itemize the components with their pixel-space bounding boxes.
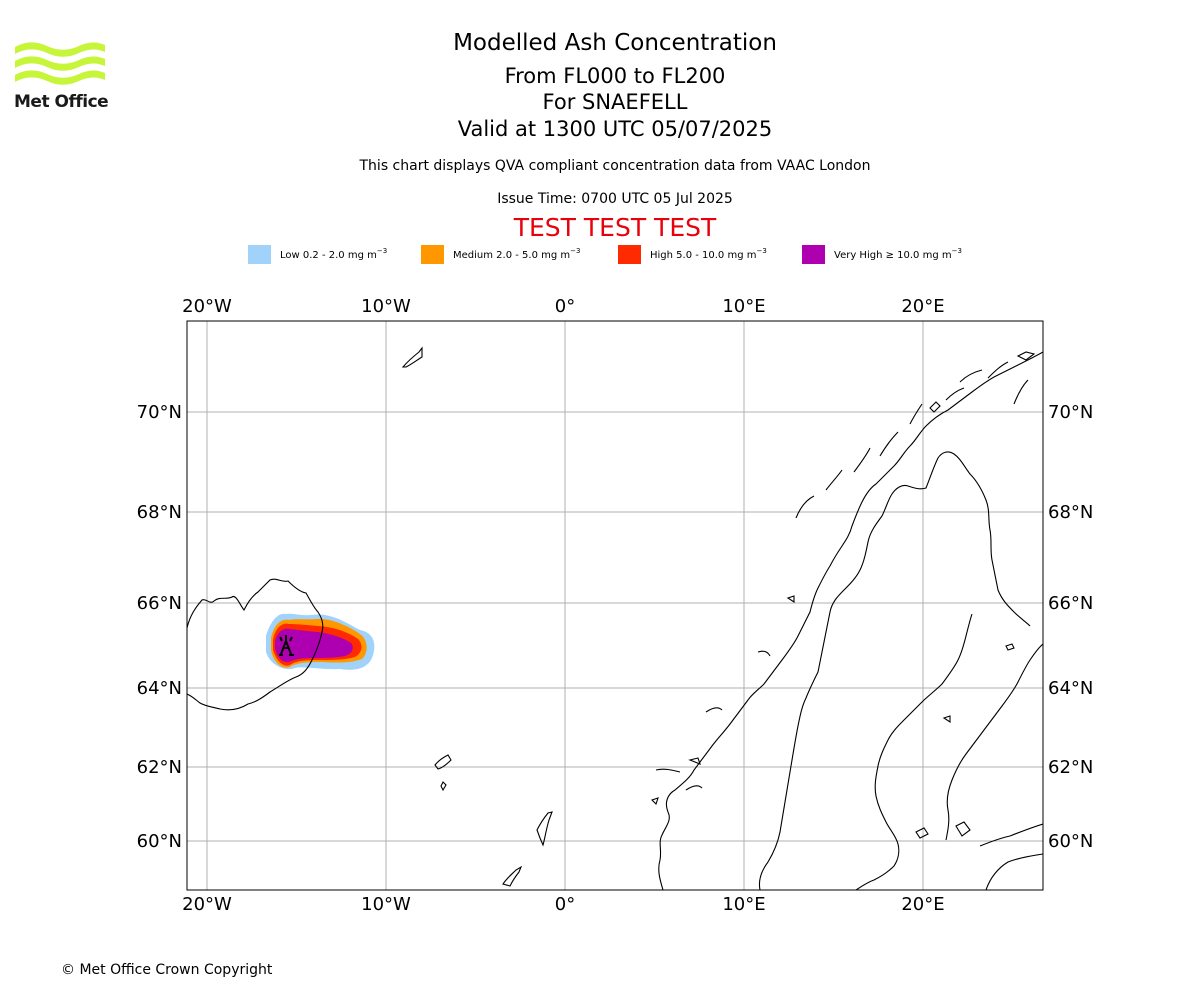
lon-labels-top: 20°W 10°W 0° 10°E 20°E [182,296,944,317]
ash-very-high [275,628,353,663]
issue-time: Issue Time: 0700 UTC 05 Jul 2025 [497,191,733,207]
logo-text: Met Office [14,92,109,112]
lat-label: 64°N [1048,678,1093,699]
legend-label: High 5.0 - 10.0 mg m−3 [650,247,767,261]
legend-swatch [421,244,444,264]
legend-swatch [248,244,271,264]
lat-labels-left: 70°N 68°N 66°N 64°N 62°N 60°N [137,402,182,852]
flight-level-range: From FL000 to FL200 [504,64,726,88]
lat-label: 66°N [1048,593,1093,614]
lon-label: 10°W [361,894,411,915]
legend-label: Very High ≥ 10.0 mg m−3 [834,247,962,261]
lat-label: 66°N [137,593,182,614]
lon-label: 0° [555,296,575,317]
lon-label: 10°E [722,296,765,317]
lat-label: 62°N [137,757,182,778]
lon-label: 20°W [182,296,232,317]
legend-label: Low 0.2 - 2.0 mg m−3 [280,247,388,261]
legend-swatch [802,244,825,264]
lat-label: 70°N [1048,402,1093,423]
met-office-logo [15,42,105,85]
lon-label: 10°W [361,296,411,317]
lat-labels-right: 70°N 68°N 66°N 64°N 62°N 60°N [1048,402,1093,852]
lon-label: 0° [555,894,575,915]
lat-label: 68°N [1048,502,1093,523]
lat-label: 68°N [137,502,182,523]
lon-label: 20°W [182,894,232,915]
volcano-name: For SNAEFELL [542,90,688,114]
legend-label: Medium 2.0 - 5.0 mg m−3 [453,247,581,261]
graticule [187,321,1043,890]
legend-item-high: High 5.0 - 10.0 mg m−3 [618,244,767,264]
qva-note: This chart displays QVA compliant concen… [359,158,871,174]
lat-label: 60°N [1048,831,1093,852]
lon-label: 20°E [901,296,944,317]
valid-time: Valid at 1300 UTC 05/07/2025 [457,117,773,141]
volcano-icon [279,635,294,656]
legend-item-very-high: Very High ≥ 10.0 mg m−3 [802,244,962,264]
lon-labels-bottom: 20°W 10°W 0° 10°E 20°E [182,894,944,915]
lat-label: 60°N [137,831,182,852]
chart-title: Modelled Ash Concentration [453,30,777,56]
lat-label: 62°N [1048,757,1093,778]
test-banner: TEST TEST TEST [513,213,717,242]
lat-label: 70°N [137,402,182,423]
legend-swatch [618,244,641,264]
legend-item-medium: Medium 2.0 - 5.0 mg m−3 [421,244,580,264]
lon-label: 20°E [901,894,944,915]
copyright: © Met Office Crown Copyright [61,962,273,978]
lon-label: 10°E [722,894,765,915]
ash-plume [266,613,375,670]
map-frame [186,320,1044,891]
legend-item-low: Low 0.2 - 2.0 mg m−3 [248,244,387,264]
coastlines [187,346,1043,890]
lat-label: 64°N [137,678,182,699]
